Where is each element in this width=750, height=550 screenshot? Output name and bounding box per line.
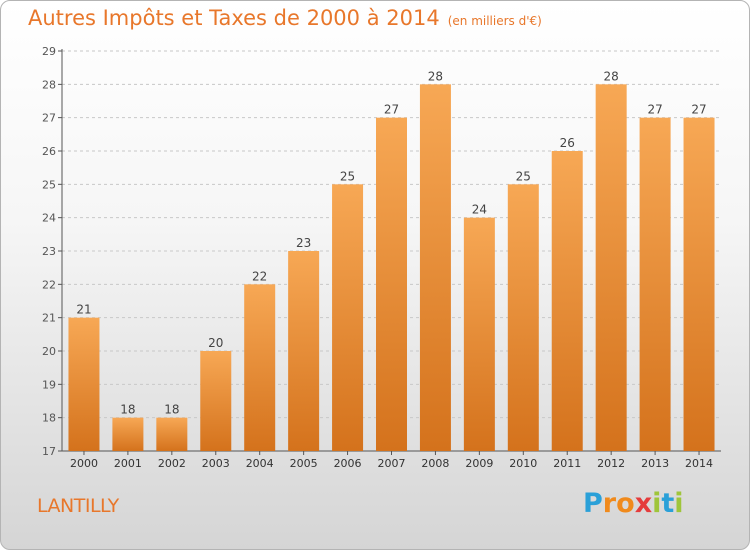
bar xyxy=(551,151,583,451)
y-tick-label: 21 xyxy=(42,312,56,325)
bar xyxy=(639,117,671,452)
logo-letter: x xyxy=(634,488,653,519)
x-tick-label: 2006 xyxy=(334,457,362,470)
bar-value-label: 28 xyxy=(428,69,443,83)
logo-letter: t xyxy=(661,488,675,519)
x-tick-label: 2013 xyxy=(641,457,669,470)
x-tick-label: 2001 xyxy=(114,457,142,470)
bar-value-label: 27 xyxy=(384,103,399,117)
bar-value-label: 20 xyxy=(208,336,223,350)
y-tick-label: 23 xyxy=(42,245,56,258)
bar xyxy=(376,117,407,452)
y-tick-label: 29 xyxy=(42,45,56,58)
bar-value-label: 27 xyxy=(691,103,706,117)
logo-letter: P xyxy=(583,488,603,519)
bar xyxy=(244,284,276,451)
bar-value-label: 24 xyxy=(472,203,487,217)
bar-value-label: 25 xyxy=(516,169,531,183)
bar-value-label: 23 xyxy=(296,236,311,250)
x-tick-label: 2005 xyxy=(290,457,318,470)
bar xyxy=(156,417,188,451)
bar xyxy=(595,84,627,451)
x-tick-label: 2002 xyxy=(158,457,186,470)
bar xyxy=(463,217,495,451)
bar xyxy=(68,317,100,451)
x-tick-label: 2004 xyxy=(246,457,274,470)
bar xyxy=(507,184,539,452)
chart-unit: (en milliers d'€) xyxy=(447,14,542,28)
bar-value-label: 21 xyxy=(76,303,91,317)
y-tick-label: 26 xyxy=(42,145,56,158)
chart-title: Autres Impôts et Taxes de 2000 à 2014 (en… xyxy=(28,6,542,30)
bar-value-label: 28 xyxy=(604,69,619,83)
bar-value-label: 18 xyxy=(120,403,135,417)
commune-name: LANTILLY xyxy=(37,495,119,517)
y-tick-label: 22 xyxy=(42,278,56,291)
x-tick-label: 2014 xyxy=(685,457,713,470)
y-tick-label: 28 xyxy=(42,78,56,91)
y-tick-label: 20 xyxy=(42,345,56,358)
y-tick-label: 27 xyxy=(42,112,56,125)
logo-letter: i xyxy=(652,488,662,519)
x-tick-label: 2012 xyxy=(597,457,625,470)
x-tick-label: 2000 xyxy=(70,457,98,470)
y-tick-label: 25 xyxy=(42,178,56,191)
chart-title-text: Autres Impôts et Taxes de 2000 à 2014 xyxy=(28,6,440,30)
x-tick-label: 2007 xyxy=(378,457,406,470)
bar-value-label: 25 xyxy=(340,169,355,183)
bar xyxy=(332,184,364,452)
bar xyxy=(112,417,144,451)
x-tick-label: 2009 xyxy=(465,457,493,470)
logo-letter: o xyxy=(616,488,635,519)
bar xyxy=(200,351,232,451)
x-tick-label: 2003 xyxy=(202,457,230,470)
x-tick-label: 2011 xyxy=(553,457,581,470)
x-tick-label: 2008 xyxy=(421,457,449,470)
y-tick-label: 18 xyxy=(42,412,56,425)
bar xyxy=(683,117,715,452)
bar-value-label: 27 xyxy=(647,103,662,117)
bar xyxy=(419,84,451,451)
y-tick-label: 24 xyxy=(42,212,56,225)
bar-value-label: 18 xyxy=(164,403,179,417)
bar xyxy=(288,251,320,451)
y-tick-label: 19 xyxy=(42,378,56,391)
x-tick-label: 2010 xyxy=(509,457,537,470)
logo-letter: i xyxy=(674,488,684,519)
y-tick-label: 17 xyxy=(42,445,56,458)
bar-value-label: 22 xyxy=(252,269,267,283)
logo-letter: r xyxy=(602,488,617,519)
bar-value-label: 26 xyxy=(560,136,575,150)
